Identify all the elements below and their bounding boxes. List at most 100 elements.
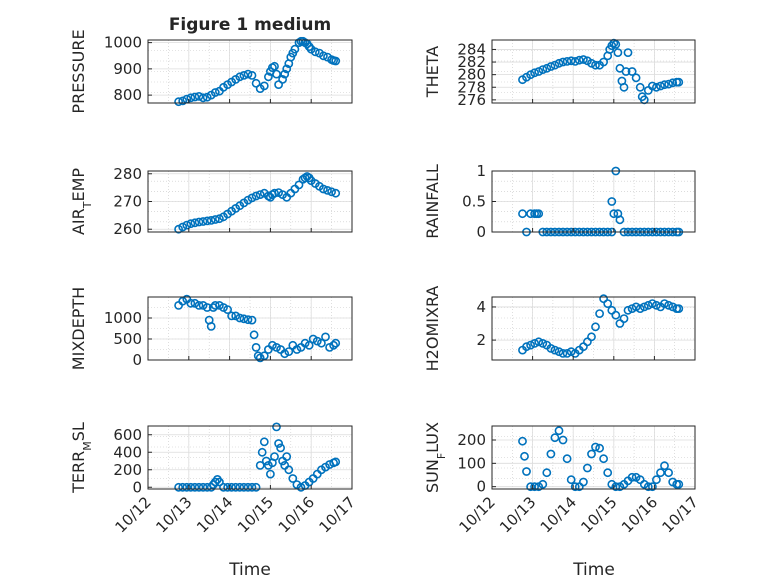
- y-axis-label: SUNFLUX: [423, 422, 448, 493]
- x-tick-label: 10/13: [496, 493, 539, 536]
- data-point: [270, 452, 279, 461]
- data-point: [546, 343, 556, 353]
- data-point: [611, 310, 621, 320]
- data-point: [202, 303, 212, 312]
- y-tick-label: 400: [113, 443, 142, 461]
- data-point: [611, 40, 621, 49]
- data-point: [660, 461, 669, 471]
- data-point: [251, 78, 261, 88]
- data-point: [278, 75, 287, 84]
- x-axis-label-right: Time: [572, 560, 615, 580]
- data-point: [619, 314, 629, 323]
- data-point: [198, 217, 208, 226]
- axes-box: [147, 296, 353, 361]
- data-point: [542, 63, 552, 73]
- y-tick-label: 0: [476, 478, 486, 496]
- data-point: [243, 315, 253, 325]
- data-point: [621, 67, 631, 76]
- data-point: [329, 340, 338, 350]
- x-tick-label: 10/13: [152, 493, 195, 536]
- y-tick-label: 282: [457, 53, 486, 71]
- data-point: [591, 60, 600, 70]
- y-tick-label: 800: [113, 86, 142, 104]
- data-point: [554, 58, 564, 68]
- data-point: [530, 482, 539, 492]
- data-point: [627, 472, 637, 482]
- x-axis-label-left: Time: [228, 560, 271, 580]
- data-point: [558, 435, 568, 445]
- data-point: [194, 300, 204, 310]
- data-point: [643, 482, 653, 492]
- data-point: [270, 61, 279, 71]
- data-point: [542, 468, 552, 478]
- data-point: [595, 443, 604, 453]
- data-point: [554, 426, 564, 436]
- data-point: [558, 57, 568, 67]
- data-point: [247, 315, 257, 325]
- data-point: [318, 184, 328, 194]
- y-tick-label: 280: [457, 66, 486, 84]
- data-point: [223, 482, 232, 492]
- data-point: [239, 71, 249, 80]
- y-tick-label: 260: [113, 220, 142, 238]
- data-point: [265, 469, 275, 479]
- data-point: [607, 197, 617, 206]
- data-point: [190, 218, 200, 228]
- subplot-mixdepth: 0 500 1000 MIXDEPTH: [69, 287, 353, 370]
- data-point: [570, 57, 580, 66]
- data-point: [623, 48, 633, 57]
- axes-box: [147, 39, 353, 104]
- y-tick-label: 280: [113, 165, 142, 183]
- subplot-terr_msl: 0200400600TERRMSL10/1210/1310/1410/1510/…: [69, 422, 359, 536]
- data-point: [239, 482, 249, 492]
- data-point: [243, 482, 253, 492]
- data-point: [280, 69, 290, 79]
- data-point: [259, 437, 269, 447]
- data-point: [290, 44, 300, 54]
- data-point: [611, 482, 621, 492]
- subplot-h2omixra: 2 4 H2OMIXRA: [423, 286, 696, 371]
- data-point: [194, 217, 204, 227]
- data-point: [235, 313, 245, 323]
- x-tick-label: 10/12: [112, 493, 155, 536]
- x-tick-label: 10/14: [193, 493, 236, 536]
- y-tick-label: 270: [113, 193, 142, 211]
- data-point: [583, 463, 592, 473]
- data-point: [239, 314, 249, 324]
- data-point: [570, 482, 580, 492]
- data-point: [259, 351, 269, 361]
- data-point: [247, 482, 257, 492]
- data-point: [631, 302, 641, 312]
- data-point: [296, 482, 306, 492]
- data-point: [251, 191, 261, 201]
- data-point: [664, 79, 673, 89]
- data-point: [674, 479, 684, 489]
- data-point: [566, 475, 576, 485]
- y-tick-label: 1000: [104, 34, 142, 52]
- data-point: [214, 214, 224, 224]
- data-point: [202, 216, 212, 226]
- subplot-air_temp: 260 270 280 AIRTEMP: [69, 165, 353, 238]
- data-point: [235, 482, 245, 492]
- data-point: [550, 433, 560, 443]
- data-point: [251, 482, 261, 492]
- y-tick-label: 284: [457, 40, 486, 58]
- data-point: [174, 482, 183, 492]
- data-point: [656, 81, 665, 91]
- data-point: [178, 482, 188, 492]
- y-tick-label: 200: [457, 431, 486, 449]
- data-point: [574, 55, 584, 65]
- y-axis-label: RAINFALL: [423, 164, 442, 239]
- y-tick-label: 100: [457, 454, 486, 472]
- axes-box: [147, 425, 353, 490]
- data-point: [530, 68, 539, 78]
- data-point: [210, 300, 220, 310]
- data-point: [664, 300, 673, 310]
- data-point: [318, 51, 328, 61]
- data-point: [210, 215, 220, 224]
- data-point: [534, 209, 544, 219]
- data-point: [534, 67, 544, 76]
- data-point: [587, 332, 596, 342]
- data-point: [603, 468, 613, 478]
